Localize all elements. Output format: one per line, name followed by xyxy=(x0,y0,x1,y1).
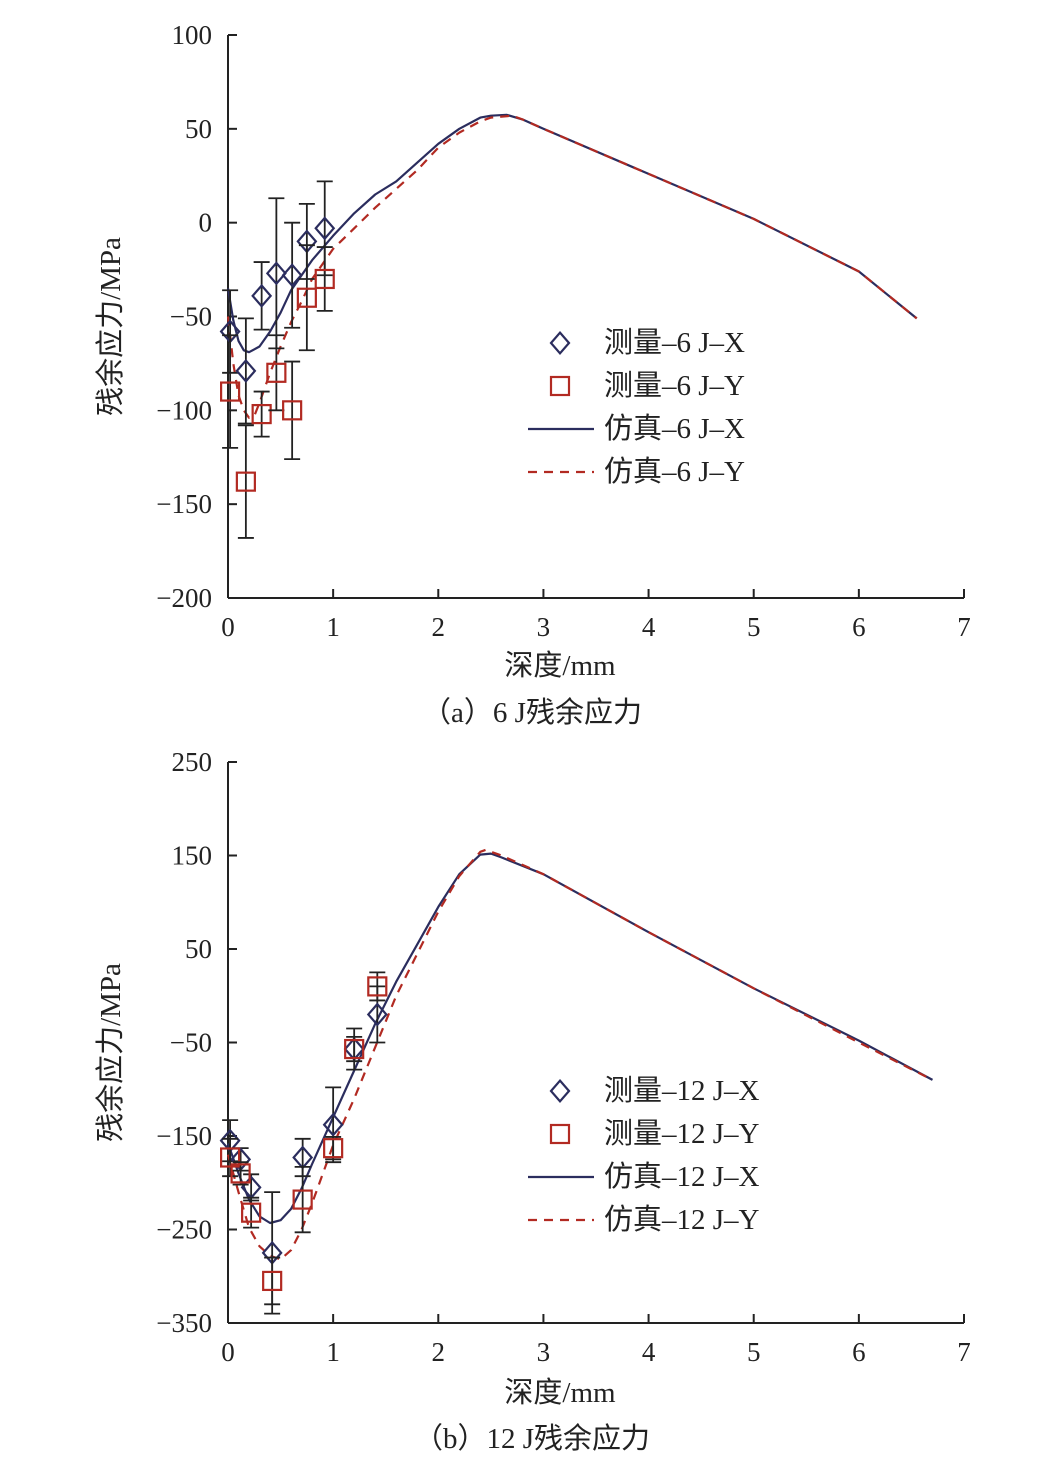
x-axis-title: 深度/mm xyxy=(504,1376,616,1409)
y-tick-label: −150 xyxy=(156,489,212,519)
data-point xyxy=(265,261,287,286)
data-point xyxy=(366,1002,388,1027)
x-tick-label: 5 xyxy=(747,1337,761,1367)
legend-entry: 测量–12 J–X xyxy=(604,1074,760,1107)
legend-marker xyxy=(549,375,571,397)
legend-entry: 测量–12 J–Y xyxy=(604,1117,760,1150)
data-point xyxy=(235,471,256,492)
data-point xyxy=(230,1163,251,1184)
series-line xyxy=(226,114,918,419)
y-tick-label: −350 xyxy=(156,1308,212,1338)
y-tick-label: −150 xyxy=(156,1121,212,1151)
data-point xyxy=(262,1270,283,1292)
x-tick-label: 4 xyxy=(642,612,656,642)
x-tick-label: 6 xyxy=(852,612,866,642)
legend-entry: 测量–6 J–Y xyxy=(604,369,745,402)
x-tick-label: 7 xyxy=(957,1337,971,1367)
x-tick-label: 2 xyxy=(432,612,446,642)
data-point xyxy=(344,1038,365,1060)
legend-entry: 仿真–12 J–X xyxy=(604,1160,760,1193)
chart-b: 250 150 50 −50 −150 −250 −350 0 1 2 3 4 5 6 7 深度/mm 残余应力… xyxy=(94,747,971,1455)
series-line xyxy=(226,848,933,1261)
x-tick-label: 1 xyxy=(326,1337,340,1367)
chart-caption: （b）12 J残余应力 xyxy=(414,1422,650,1455)
chart-caption: （a）6 J残余应力 xyxy=(422,696,642,729)
chart-a: 100 50 0 −50 −100 −150 −200 0 1 2 3 4 5 6 7 深度/mm 残余应力/M… xyxy=(94,20,971,729)
x-tick-label: 7 xyxy=(957,612,971,642)
data-point xyxy=(296,287,317,308)
x-tick-label: 1 xyxy=(326,612,340,642)
y-tick-label: 150 xyxy=(172,841,213,871)
y-tick-label: 0 xyxy=(199,208,213,238)
x-tick-label: 3 xyxy=(537,612,551,642)
legend-entry: 仿真–6 J–X xyxy=(604,412,745,445)
y-tick-label: 250 xyxy=(172,747,213,777)
data-point xyxy=(266,362,287,383)
legend-marker xyxy=(549,1078,571,1104)
legend: 测量–6 J–X 测量–6 J–Y 仿真–6 J–X 仿真–6 J–Y xyxy=(528,326,745,488)
y-tick-label: −200 xyxy=(156,583,212,613)
y-tick-label: −50 xyxy=(170,1028,212,1058)
y-tick-label: −250 xyxy=(156,1215,212,1245)
y-axis-title: 残余应力/MPa xyxy=(94,237,127,416)
data-point xyxy=(220,381,241,402)
data-point xyxy=(282,400,303,421)
data-point xyxy=(314,216,336,241)
y-tick-label: −50 xyxy=(170,302,212,332)
data-point xyxy=(323,1138,344,1159)
data-point xyxy=(367,976,388,997)
x-axis-title: 深度/mm xyxy=(504,649,616,682)
legend-entry: 仿真–6 J–Y xyxy=(604,455,745,488)
y-tick-label: 50 xyxy=(185,114,212,144)
legend-marker xyxy=(549,330,571,356)
data-point xyxy=(281,263,303,288)
y-tick-label: −100 xyxy=(156,395,212,425)
legend-entry: 仿真–12 J–Y xyxy=(604,1203,760,1236)
legend-marker xyxy=(549,1123,571,1145)
data-point xyxy=(235,358,257,383)
legend: 测量–12 J–X 测量–12 J–Y 仿真–12 J–X 仿真–12 J–Y xyxy=(528,1074,760,1236)
x-tick-label: 6 xyxy=(852,1337,866,1367)
x-tick-label: 2 xyxy=(432,1337,446,1367)
x-tick-label: 0 xyxy=(221,1337,235,1367)
x-tick-label: 4 xyxy=(642,1337,656,1367)
data-point xyxy=(292,1189,313,1210)
data-point xyxy=(251,283,273,308)
series-line xyxy=(226,113,918,354)
x-tick-label: 0 xyxy=(221,612,235,642)
y-tick-label: 100 xyxy=(172,20,213,50)
x-tick-label: 3 xyxy=(537,1337,551,1367)
data-point xyxy=(314,268,335,290)
x-tick-label: 5 xyxy=(747,612,761,642)
data-point xyxy=(220,1147,241,1168)
data-point xyxy=(251,403,272,425)
y-axis-title: 残余应力/MPa xyxy=(94,963,127,1142)
series-line xyxy=(226,852,934,1225)
data-point xyxy=(241,1202,262,1223)
legend-entry: 测量–6 J–X xyxy=(604,326,745,359)
data-point xyxy=(322,1112,344,1137)
y-tick-label: 50 xyxy=(185,934,212,964)
